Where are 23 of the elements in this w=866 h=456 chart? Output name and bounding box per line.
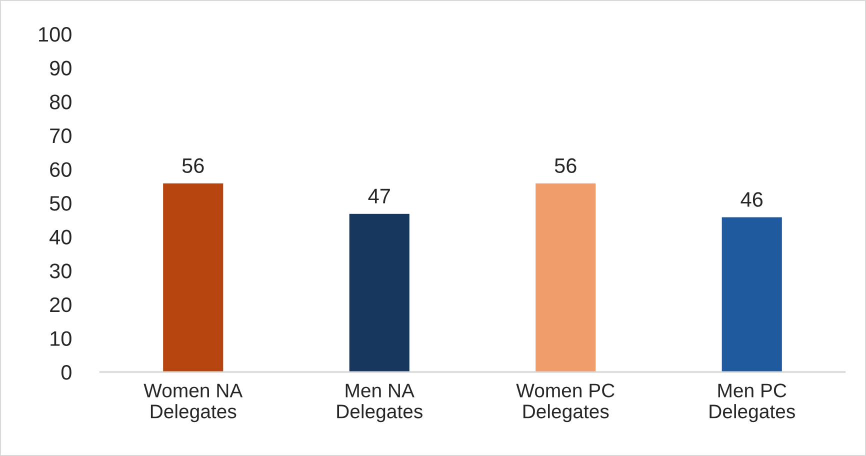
x-tick-label: Women PC Delegates — [516, 384, 614, 422]
y-tick-label: 0 — [61, 365, 72, 380]
y-tick-label: 40 — [50, 230, 72, 245]
y-tick-label: 30 — [50, 264, 72, 278]
bar — [162, 182, 225, 372]
y-tick-label: 50 — [50, 196, 72, 211]
data-label: 56 — [554, 158, 576, 174]
data-label: 56 — [182, 158, 204, 174]
bar — [348, 212, 411, 372]
x-tick-label: Men NA Delegates — [337, 384, 422, 422]
x-tick-label: Women NA Delegates — [144, 384, 243, 422]
bar — [534, 182, 598, 372]
y-tick-label: 90 — [50, 60, 72, 76]
bar — [720, 216, 784, 372]
y-tick-label: 80 — [50, 94, 72, 110]
y-tick-label: 20 — [50, 297, 72, 312]
y-tick-label: 10 — [50, 331, 72, 346]
y-tick-label: 100 — [39, 27, 72, 42]
data-label: 46 — [740, 192, 763, 207]
x-tick-label: Men PC Delegates — [710, 384, 795, 422]
y-tick-label: 70 — [50, 128, 72, 144]
data-label: 47 — [368, 188, 390, 204]
y-tick-label: 60 — [50, 162, 72, 177]
